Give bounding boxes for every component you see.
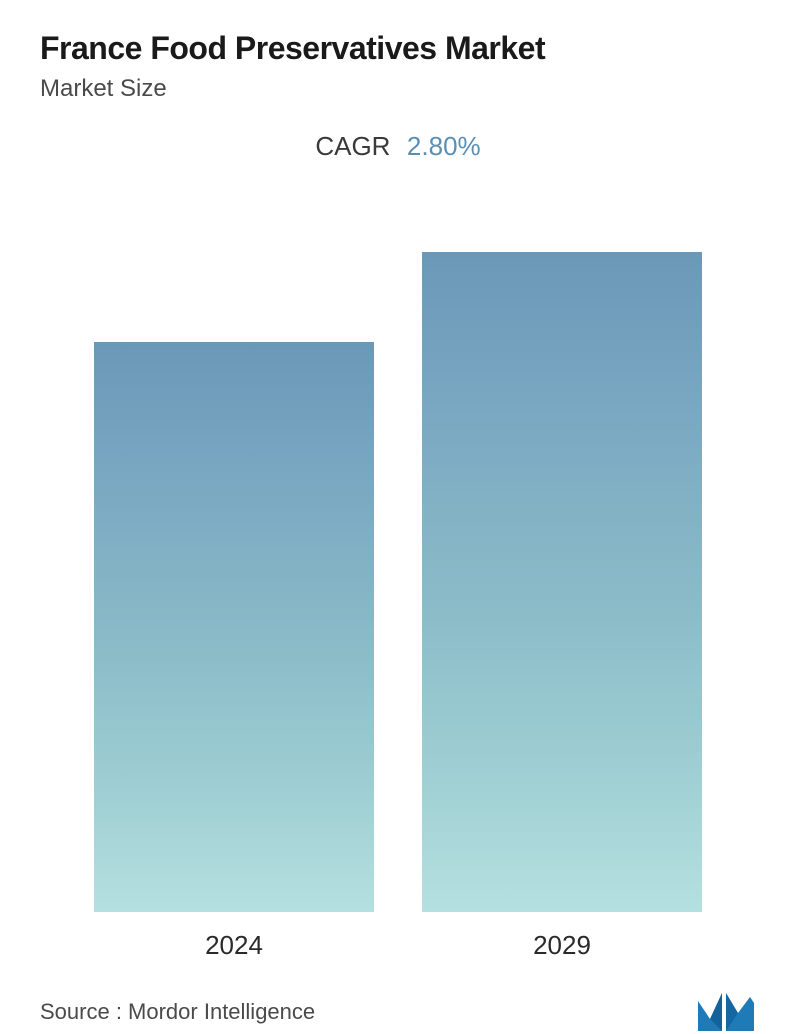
brand-logo-icon (696, 991, 756, 1033)
chart-subtitle: Market Size (40, 75, 756, 103)
bar-1 (422, 252, 702, 912)
chart-container: France Food Preservatives Market Market … (0, 0, 796, 1034)
bar-group-0: 2024 (94, 342, 374, 961)
cagr-row: CAGR 2.80% (40, 131, 756, 162)
bar-group-1: 2029 (422, 252, 702, 961)
bar-chart: 2024 2029 (40, 252, 756, 961)
cagr-label: CAGR (315, 131, 390, 161)
footer: Source : Mordor Intelligence (40, 981, 756, 1033)
bar-0 (94, 342, 374, 912)
chart-title: France Food Preservatives Market (40, 30, 756, 67)
cagr-value: 2.80% (407, 131, 481, 161)
source-text: Source : Mordor Intelligence (40, 999, 315, 1025)
bar-label-1: 2029 (533, 930, 591, 961)
bar-label-0: 2024 (205, 930, 263, 961)
